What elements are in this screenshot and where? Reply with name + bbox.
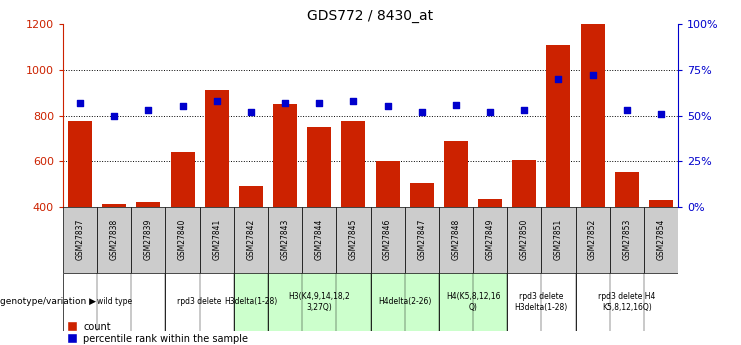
Text: GSM27840: GSM27840 bbox=[178, 219, 187, 260]
Bar bbox=[102, 204, 126, 298]
Bar bbox=[273, 104, 297, 298]
Text: GSM27841: GSM27841 bbox=[212, 219, 222, 260]
Bar bbox=[199, 207, 234, 273]
Point bbox=[450, 102, 462, 107]
Point bbox=[416, 109, 428, 115]
Bar bbox=[268, 273, 370, 331]
Bar bbox=[308, 127, 331, 298]
Text: GSM27848: GSM27848 bbox=[451, 219, 460, 260]
Bar bbox=[576, 207, 610, 273]
Text: rpd3 delete: rpd3 delete bbox=[178, 297, 222, 306]
Text: GSM27851: GSM27851 bbox=[554, 219, 563, 260]
Point bbox=[553, 76, 565, 82]
Text: GSM27846: GSM27846 bbox=[383, 219, 392, 260]
Text: GSM27854: GSM27854 bbox=[657, 219, 665, 260]
Bar bbox=[131, 207, 165, 273]
Point bbox=[210, 98, 222, 104]
Point bbox=[176, 104, 188, 109]
Bar bbox=[165, 273, 234, 331]
Point bbox=[348, 98, 359, 104]
Text: GSM27842: GSM27842 bbox=[247, 219, 256, 260]
Point bbox=[279, 100, 291, 106]
Text: H4delta(2-26): H4delta(2-26) bbox=[378, 297, 431, 306]
Bar bbox=[268, 207, 302, 273]
Bar bbox=[234, 273, 268, 331]
Bar bbox=[576, 273, 678, 331]
Bar bbox=[342, 121, 365, 298]
Bar bbox=[376, 161, 399, 298]
Text: genotype/variation ▶: genotype/variation ▶ bbox=[0, 297, 96, 306]
Bar bbox=[512, 160, 536, 298]
Bar bbox=[410, 183, 433, 298]
Bar bbox=[63, 273, 165, 331]
Text: rpd3 delete
H3delta(1-28): rpd3 delete H3delta(1-28) bbox=[515, 292, 568, 312]
Bar bbox=[542, 207, 576, 273]
Point bbox=[484, 109, 496, 115]
Point bbox=[142, 107, 154, 113]
Bar bbox=[644, 207, 678, 273]
Bar bbox=[370, 273, 439, 331]
Text: GSM27847: GSM27847 bbox=[417, 219, 426, 260]
Bar bbox=[239, 186, 263, 298]
Bar bbox=[205, 90, 229, 298]
Text: wild type: wild type bbox=[96, 297, 132, 306]
Point bbox=[245, 109, 257, 115]
Bar bbox=[165, 207, 199, 273]
Bar bbox=[478, 199, 502, 298]
Text: GSM27853: GSM27853 bbox=[622, 219, 631, 260]
Bar bbox=[234, 207, 268, 273]
Bar bbox=[97, 207, 131, 273]
Text: GSM27845: GSM27845 bbox=[349, 219, 358, 260]
Bar bbox=[507, 273, 576, 331]
Bar bbox=[444, 141, 468, 298]
Point bbox=[74, 100, 86, 106]
Bar bbox=[473, 207, 507, 273]
Text: H4(K5,8,12,16
Q): H4(K5,8,12,16 Q) bbox=[446, 292, 500, 312]
Bar bbox=[336, 207, 370, 273]
Text: GSM27849: GSM27849 bbox=[485, 219, 494, 260]
Bar bbox=[370, 207, 405, 273]
Point bbox=[108, 113, 120, 118]
Text: GSM27838: GSM27838 bbox=[110, 219, 119, 260]
Bar bbox=[63, 207, 97, 273]
Bar bbox=[649, 200, 673, 298]
Point bbox=[313, 100, 325, 106]
Bar bbox=[615, 171, 639, 298]
Bar bbox=[439, 273, 507, 331]
Text: rpd3 delete H4
K5,8,12,16Q): rpd3 delete H4 K5,8,12,16Q) bbox=[598, 292, 656, 312]
Point bbox=[655, 111, 667, 117]
Point bbox=[587, 72, 599, 78]
Bar bbox=[546, 45, 571, 298]
Text: GSM27843: GSM27843 bbox=[281, 219, 290, 260]
Bar bbox=[68, 121, 92, 298]
Bar bbox=[170, 152, 195, 298]
Point bbox=[518, 107, 530, 113]
Bar bbox=[581, 24, 605, 298]
Bar bbox=[302, 207, 336, 273]
Text: GSM27850: GSM27850 bbox=[519, 219, 529, 260]
Text: H3(K4,9,14,18,2
3,27Q): H3(K4,9,14,18,2 3,27Q) bbox=[288, 292, 350, 312]
Bar bbox=[136, 203, 160, 298]
Text: GSM27837: GSM27837 bbox=[76, 219, 84, 260]
Bar bbox=[439, 207, 473, 273]
Bar bbox=[610, 207, 644, 273]
Text: H3delta(1-28): H3delta(1-28) bbox=[225, 297, 278, 306]
Point bbox=[621, 107, 633, 113]
Title: GDS772 / 8430_at: GDS772 / 8430_at bbox=[308, 9, 433, 23]
Text: GSM27844: GSM27844 bbox=[315, 219, 324, 260]
Legend: count, percentile rank within the sample: count, percentile rank within the sample bbox=[68, 322, 248, 344]
Point bbox=[382, 104, 393, 109]
Text: GSM27839: GSM27839 bbox=[144, 219, 153, 260]
Bar bbox=[507, 207, 542, 273]
Bar bbox=[405, 207, 439, 273]
Text: GSM27852: GSM27852 bbox=[588, 219, 597, 260]
